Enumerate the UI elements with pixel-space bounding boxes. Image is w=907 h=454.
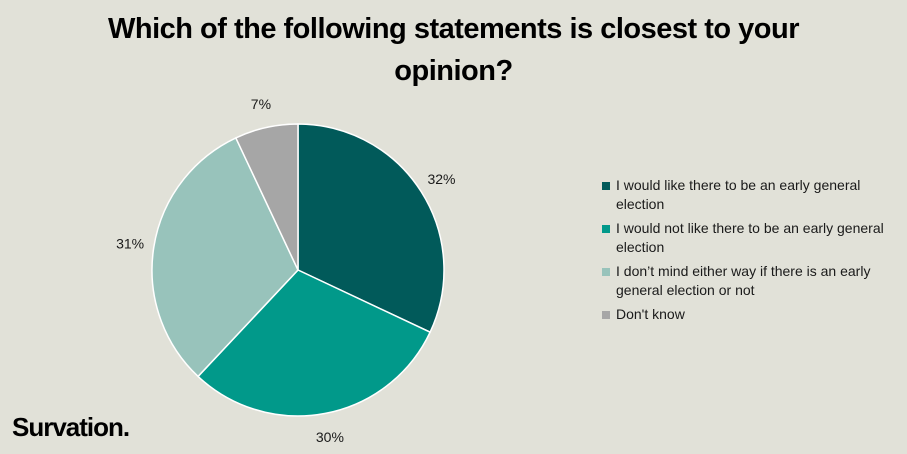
legend-item-dont-know: Don't know [600, 305, 900, 324]
legend: I would like there to be an early genera… [600, 176, 900, 329]
legend-swatch [602, 182, 610, 190]
pie-slice-dont-know [234, 123, 299, 271]
pie-slice-early-election [297, 123, 445, 334]
legend-swatch [602, 225, 610, 233]
legend-label: I don’t mind either way if there is an e… [616, 263, 871, 298]
legend-label: I would like there to be an early genera… [616, 177, 861, 212]
legend-swatch [602, 268, 610, 276]
pie-value-label: 32% [427, 171, 455, 187]
legend-label: I would not like there to be an early ge… [616, 220, 884, 255]
legend-item-dont-mind: I don’t mind either way if there is an e… [600, 262, 900, 300]
legend-item-early-election: I would like there to be an early genera… [600, 176, 900, 214]
chart-title: Which of the following statements is clo… [0, 8, 907, 92]
chart-title-line-2: opinion? [394, 55, 513, 87]
pie-value-label: 31% [116, 235, 144, 251]
legend-swatch [602, 311, 610, 319]
pie-value-label: 30% [316, 429, 344, 445]
legend-item-no-early-election: I would not like there to be an early ge… [600, 219, 900, 257]
pie-value-label: 7% [251, 96, 271, 112]
chart-title-line-1: Which of the following statements is clo… [107, 13, 800, 45]
survation-logo: Survation. [12, 412, 130, 442]
pie-slice-dont-mind [151, 136, 299, 378]
pie-slice-no-early-election [196, 269, 432, 417]
pie-value-labels: 32% 30% 31% 7% [116, 96, 455, 445]
pie-slices [151, 123, 445, 417]
legend-label: Don't know [616, 306, 685, 322]
